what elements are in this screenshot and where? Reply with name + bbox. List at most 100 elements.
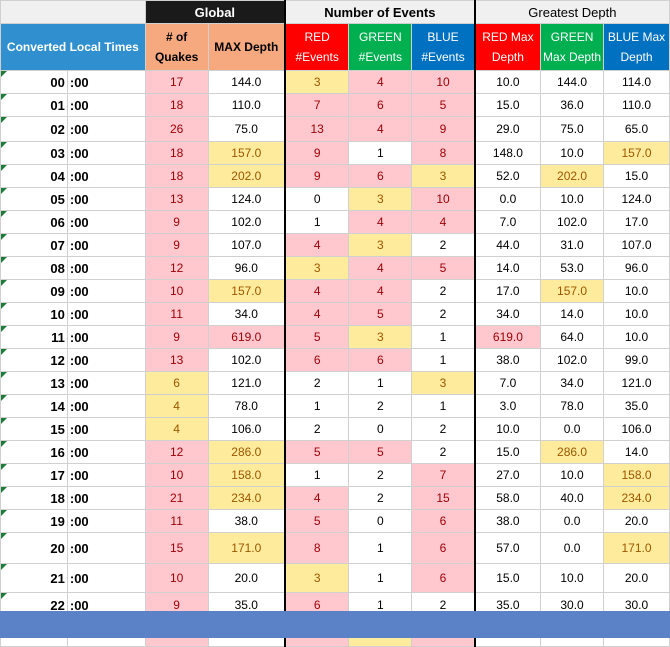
quakes-cell[interactable]: 10 (144, 279, 209, 303)
hour-cell[interactable]: 07 (0, 233, 68, 257)
green-max-cell[interactable]: 14.0 (540, 302, 605, 326)
quakes-cell[interactable]: 4 (144, 394, 209, 418)
blue-max-cell[interactable]: 65.0 (603, 116, 670, 142)
red-max-cell[interactable]: 57.0 (474, 532, 542, 564)
blue-events-cell[interactable]: 7 (411, 463, 476, 487)
quakes-cell[interactable]: 18 (144, 93, 209, 117)
green-events-cell[interactable]: 6 (348, 93, 413, 117)
blue-max-cell[interactable]: 20.0 (603, 563, 670, 593)
max-depth-cell[interactable]: 96.0 (207, 256, 286, 280)
hour-cell[interactable]: 08 (0, 256, 68, 280)
blue-events-cell[interactable]: 2 (411, 279, 476, 303)
quakes-cell[interactable]: 6 (144, 371, 209, 395)
green-events-cell[interactable]: 4 (348, 210, 413, 234)
minute-cell[interactable]: :00 (66, 164, 146, 188)
green-max-cell[interactable]: 202.0 (540, 164, 605, 188)
red-events-cell[interactable]: 9 (283, 164, 350, 188)
blue-max-cell[interactable]: 114.0 (603, 70, 670, 94)
quakes-cell[interactable]: 9 (144, 233, 209, 257)
hour-cell[interactable]: 02 (0, 116, 68, 142)
quakes-cell[interactable]: 13 (144, 348, 209, 372)
minute-cell[interactable]: :00 (66, 141, 146, 165)
blue-events-cell[interactable]: 4 (411, 210, 476, 234)
blue-events-cell[interactable]: 9 (411, 116, 476, 142)
max-depth-cell[interactable]: 286.0 (207, 440, 286, 464)
green-max-cell[interactable]: 78.0 (540, 394, 605, 418)
minute-cell[interactable]: :00 (66, 210, 146, 234)
red-events-cell[interactable]: 4 (283, 486, 350, 510)
minute-cell[interactable]: :00 (66, 394, 146, 418)
green-events-cell[interactable]: 3 (348, 325, 413, 349)
minute-cell[interactable]: :00 (66, 563, 146, 593)
green-max-cell[interactable]: 75.0 (540, 116, 605, 142)
red-events-cell[interactable]: 13 (283, 116, 350, 142)
quakes-cell[interactable]: 26 (144, 116, 209, 142)
quakes-cell[interactable]: 15 (144, 532, 209, 564)
minute-cell[interactable]: :00 (66, 417, 146, 441)
max-depth-cell[interactable]: 110.0 (207, 93, 286, 117)
max-depth-cell[interactable]: 78.0 (207, 394, 286, 418)
green-events-cell[interactable]: 5 (348, 440, 413, 464)
max-depth-cell[interactable]: 102.0 (207, 348, 286, 372)
red-events-cell[interactable]: 2 (283, 371, 350, 395)
green-events-cell[interactable]: 4 (348, 70, 413, 94)
blue-max-cell[interactable]: 124.0 (603, 187, 670, 211)
red-events-cell[interactable]: 5 (283, 509, 350, 533)
green-events-cell[interactable]: 6 (348, 164, 413, 188)
minute-cell[interactable]: :00 (66, 440, 146, 464)
minute-cell[interactable]: :00 (66, 325, 146, 349)
blue-events-cell[interactable]: 15 (411, 486, 476, 510)
hour-cell[interactable]: 06 (0, 210, 68, 234)
blue-events-cell[interactable]: 1 (411, 325, 476, 349)
red-max-cell[interactable]: 7.0 (474, 210, 542, 234)
hour-cell[interactable]: 15 (0, 417, 68, 441)
blue-max-cell[interactable]: 17.0 (603, 210, 670, 234)
blue-max-cell[interactable]: 96.0 (603, 256, 670, 280)
blue-max-cell[interactable]: 121.0 (603, 371, 670, 395)
blue-max-cell[interactable]: 20.0 (603, 509, 670, 533)
blue-max-cell[interactable]: 10.0 (603, 325, 670, 349)
blue-events-cell[interactable]: 2 (411, 302, 476, 326)
green-max-cell[interactable]: 0.0 (540, 417, 605, 441)
green-events-cell[interactable]: 4 (348, 279, 413, 303)
red-events-cell[interactable]: 4 (283, 279, 350, 303)
green-events-cell[interactable]: 5 (348, 302, 413, 326)
green-events-cell[interactable]: 3 (348, 233, 413, 257)
green-max-cell[interactable]: 31.0 (540, 233, 605, 257)
green-events-cell[interactable]: 1 (348, 371, 413, 395)
blue-max-cell[interactable]: 157.0 (603, 141, 670, 165)
blue-events-cell[interactable]: 2 (411, 417, 476, 441)
red-max-cell[interactable]: 14.0 (474, 256, 542, 280)
minute-cell[interactable]: :00 (66, 279, 146, 303)
red-max-cell[interactable]: 29.0 (474, 116, 542, 142)
max-depth-cell[interactable]: 107.0 (207, 233, 286, 257)
red-events-cell[interactable]: 3 (283, 70, 350, 94)
quakes-cell[interactable]: 13 (144, 187, 209, 211)
hour-cell[interactable]: 04 (0, 164, 68, 188)
minute-cell[interactable]: :00 (66, 302, 146, 326)
max-depth-cell[interactable]: 619.0 (207, 325, 286, 349)
green-events-cell[interactable]: 6 (348, 348, 413, 372)
max-depth-cell[interactable]: 157.0 (207, 141, 286, 165)
red-max-cell[interactable]: 34.0 (474, 302, 542, 326)
green-max-cell[interactable]: 102.0 (540, 348, 605, 372)
green-max-cell[interactable]: 286.0 (540, 440, 605, 464)
green-max-cell[interactable]: 10.0 (540, 187, 605, 211)
blue-max-cell[interactable]: 14.0 (603, 440, 670, 464)
hour-cell[interactable]: 12 (0, 348, 68, 372)
green-events-cell[interactable]: 1 (348, 141, 413, 165)
red-events-cell[interactable]: 5 (283, 325, 350, 349)
red-max-cell[interactable]: 38.0 (474, 348, 542, 372)
green-events-cell[interactable]: 4 (348, 116, 413, 142)
quakes-cell[interactable]: 17 (144, 70, 209, 94)
red-events-cell[interactable]: 3 (283, 563, 350, 593)
minute-cell[interactable]: :00 (66, 256, 146, 280)
quakes-cell[interactable]: 10 (144, 563, 209, 593)
quakes-cell[interactable]: 9 (144, 210, 209, 234)
red-events-cell[interactable]: 1 (283, 210, 350, 234)
red-events-cell[interactable]: 4 (283, 233, 350, 257)
red-max-cell[interactable]: 17.0 (474, 279, 542, 303)
minute-cell[interactable]: :00 (66, 116, 146, 142)
quakes-cell[interactable]: 10 (144, 463, 209, 487)
green-max-cell[interactable]: 10.0 (540, 463, 605, 487)
